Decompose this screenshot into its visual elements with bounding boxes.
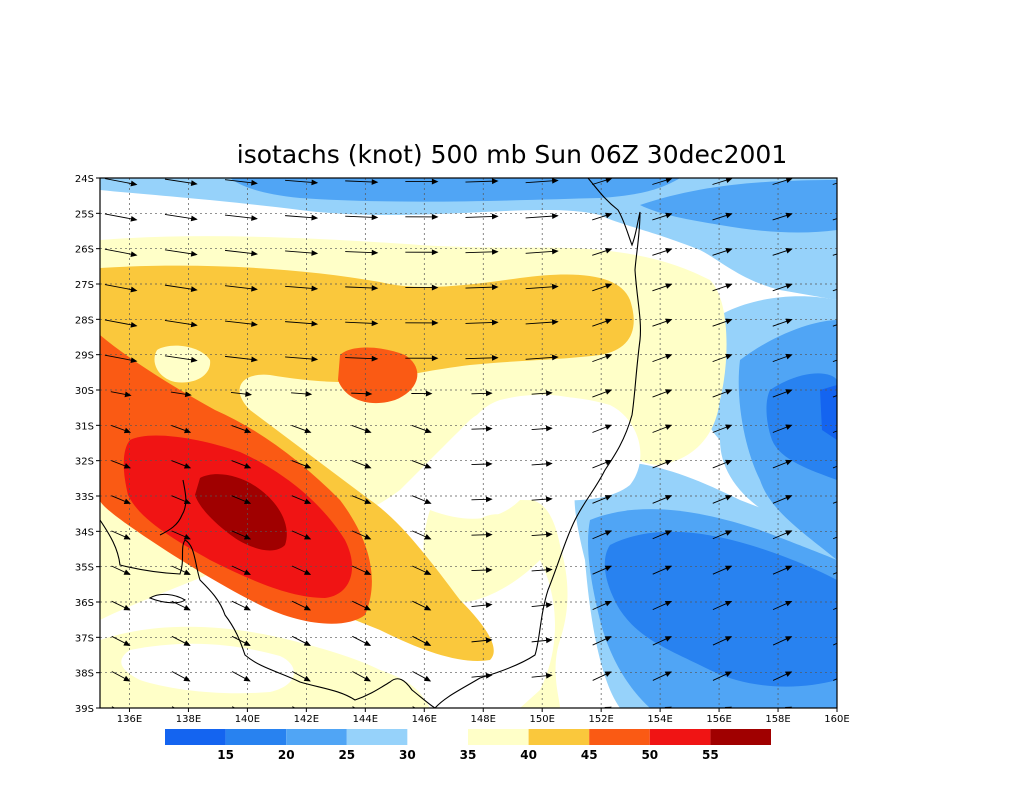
lat-label: 26S: [75, 245, 94, 256]
lat-label: 35S: [75, 563, 94, 574]
colorbar-label: 55: [702, 748, 719, 762]
lon-label: 152E: [588, 714, 613, 725]
colorbar: 15 20 25 30 35 40 45 50 55: [165, 729, 771, 762]
lon-label: 142E: [294, 714, 319, 725]
lat-label: 29S: [75, 351, 94, 362]
colorbar-label: 45: [581, 748, 598, 762]
colorbar-swatch: [710, 729, 771, 745]
colorbar-swatch: [468, 729, 529, 745]
lat-label: 32S: [75, 457, 94, 468]
longitude-labels: 136E 138E 140E 142E 144E 146E 148E 150E 152E 154E…: [117, 708, 850, 725]
colorbar-label: 20: [278, 748, 295, 762]
colorbar-label: 35: [460, 748, 477, 762]
lat-label: 28S: [75, 315, 94, 326]
lat-label: 33S: [75, 492, 94, 503]
colorbar-label: 40: [520, 748, 537, 762]
contour-fields: [100, 178, 837, 708]
lat-label: 30S: [75, 386, 94, 397]
map-title: isotachs (knot) 500 mb Sun 06Z 30dec2001: [236, 140, 788, 169]
lon-label: 138E: [176, 714, 201, 725]
lon-label: 140E: [235, 714, 260, 725]
lat-label: 31S: [75, 421, 94, 432]
lon-label: 158E: [765, 714, 790, 725]
colorbar-label: 30: [399, 748, 416, 762]
map-grid: [100, 178, 837, 708]
lat-label: 25S: [75, 209, 94, 220]
coastline: [100, 178, 641, 708]
colorbar-swatch: [589, 729, 650, 745]
colorbar-swatch: [407, 729, 468, 745]
wind-vectors: [104, 178, 837, 708]
colorbar-swatch: [165, 729, 226, 745]
lon-label: 154E: [647, 714, 672, 725]
colorbar-swatch: [225, 729, 287, 745]
latitude-labels: 24S 25S 26S 27S 28S 29S 30S 31S 32S 33S 34S 35S 36S 3…: [75, 174, 100, 715]
colorbar-swatch: [346, 729, 408, 745]
lat-label: 36S: [75, 598, 94, 609]
lon-label: 148E: [471, 714, 496, 725]
lon-label: 156E: [706, 714, 731, 725]
lon-label: 150E: [529, 714, 554, 725]
lon-label: 146E: [412, 714, 437, 725]
lat-label: 37S: [75, 633, 94, 644]
lon-label: 144E: [353, 714, 378, 725]
lon-label: 160E: [824, 714, 849, 725]
lat-label: 39S: [75, 704, 94, 715]
plot-frame: [99, 177, 838, 709]
colorbar-swatch: [649, 729, 711, 745]
lon-label: 136E: [117, 714, 142, 725]
colorbar-label: 50: [641, 748, 658, 762]
lat-label: 27S: [75, 280, 94, 291]
lat-label: 38S: [75, 669, 94, 680]
colorbar-swatch: [286, 729, 347, 745]
colorbar-swatch: [528, 729, 590, 745]
colorbar-label: 25: [338, 748, 355, 762]
colorbar-label: 15: [217, 748, 234, 762]
lat-label: 34S: [75, 527, 94, 538]
lat-label: 24S: [75, 174, 94, 185]
